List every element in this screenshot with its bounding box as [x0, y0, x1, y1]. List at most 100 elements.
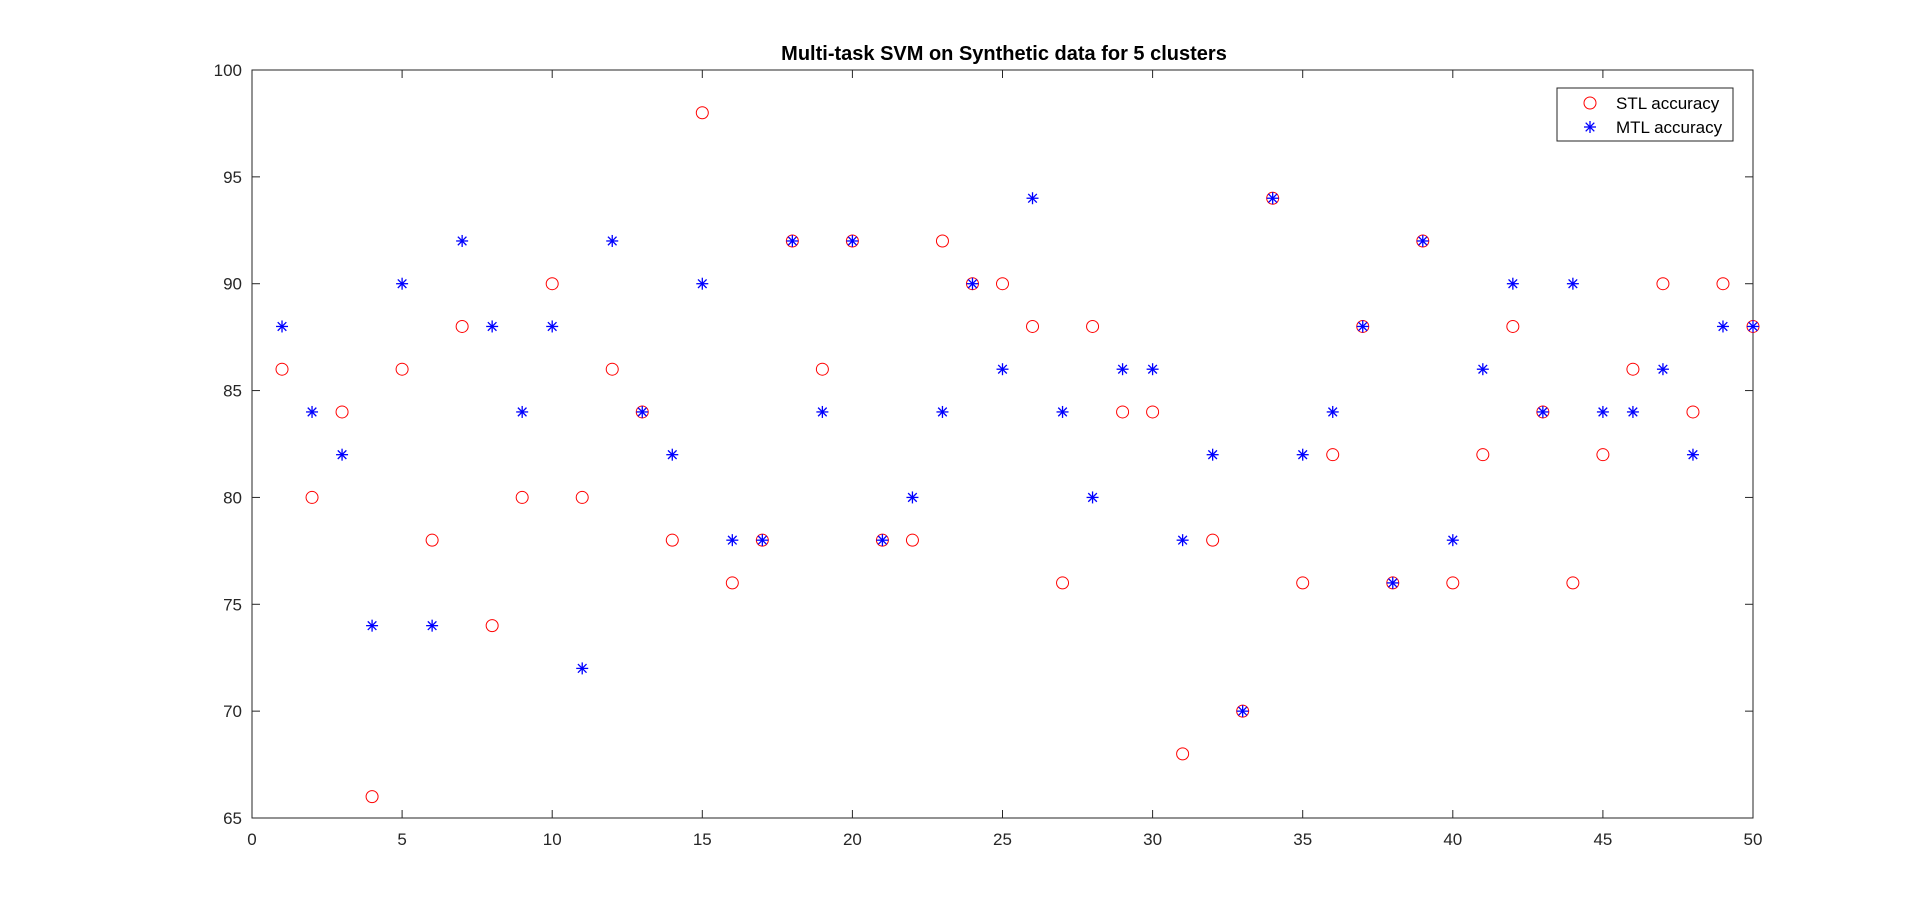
legend-marker-asterisk: [1584, 121, 1596, 133]
stl-point: [815, 362, 829, 376]
mtl-point: [1326, 405, 1339, 418]
mtl-point: [1506, 277, 1519, 290]
mtl-point: [1296, 448, 1309, 461]
mtl-point: [756, 534, 769, 547]
mtl-point: [366, 619, 379, 632]
mtl-point: [636, 405, 649, 418]
mtl-point: [1386, 576, 1399, 589]
stl-point: [395, 362, 409, 376]
mtl-point: [816, 405, 829, 418]
stl-point: [725, 576, 739, 590]
stl-point: [275, 362, 289, 376]
mtl-point: [486, 320, 499, 333]
mtl-point: [1236, 705, 1249, 718]
stl-point: [455, 319, 469, 333]
mtl-point: [1416, 234, 1429, 247]
mtl-point: [846, 234, 859, 247]
mtl-point: [1656, 363, 1669, 376]
mtl-point: [696, 277, 709, 290]
x-tick-label: 15: [693, 830, 712, 849]
y-tick-label: 90: [223, 275, 242, 294]
mtl-point: [426, 619, 439, 632]
stl-point: [695, 106, 709, 120]
mtl-point: [306, 405, 319, 418]
stl-point: [1206, 533, 1220, 547]
stl-point: [996, 277, 1009, 291]
stl-point: [935, 234, 949, 248]
legend-marker-circle: [1583, 96, 1597, 110]
mtl-point: [516, 405, 529, 418]
stl-point: [1086, 319, 1100, 333]
stl-point: [1056, 576, 1070, 590]
y-tick-label: 85: [223, 382, 242, 401]
mtl-point: [786, 234, 799, 247]
mtl-point: [1206, 448, 1219, 461]
y-tick-label: 80: [223, 488, 242, 507]
stl-point: [1296, 576, 1310, 590]
stl-point: [905, 533, 919, 547]
y-tick-label: 70: [223, 702, 242, 721]
stl-point: [1446, 576, 1460, 590]
mtl-point: [456, 234, 469, 247]
y-tick-label: 100: [214, 61, 242, 80]
y-tick-label: 95: [223, 168, 242, 187]
y-axis: 65 70 75 80 85 90 95 100: [214, 61, 1753, 828]
stl-point: [335, 405, 349, 419]
stl-point: [1716, 277, 1730, 291]
stl-point: [425, 533, 439, 547]
mtl-point: [996, 363, 1009, 376]
mtl-point: [546, 320, 559, 333]
legend-label: MTL accuracy: [1616, 118, 1723, 137]
x-tick-label: 50: [1744, 830, 1763, 849]
stl-point: [1596, 448, 1610, 462]
x-tick-label: 35: [1293, 830, 1312, 849]
stl-point: [1146, 405, 1160, 419]
mtl-point: [1566, 277, 1579, 290]
stl-point: [1626, 362, 1640, 376]
y-tick-label: 65: [223, 809, 242, 828]
stl-point: [1476, 448, 1490, 462]
x-tick-label: 0: [247, 830, 256, 849]
mtl-point: [666, 448, 679, 461]
stl-point: [1326, 448, 1340, 462]
mtl-point: [1116, 363, 1129, 376]
stl-point: [1656, 277, 1670, 291]
mtl-point: [336, 448, 349, 461]
mtl-point: [1536, 405, 1549, 418]
data-series: [275, 106, 1760, 804]
mtl-point: [276, 320, 289, 333]
stl-point: [1506, 319, 1520, 333]
stl-point: [485, 619, 499, 633]
mtl-point: [906, 491, 919, 504]
stl-point: [605, 362, 619, 376]
mtl-point: [1716, 320, 1729, 333]
stl-point: [575, 490, 589, 504]
mtl-point: [1266, 192, 1279, 205]
series-mtl: [276, 192, 1759, 718]
mtl-point: [606, 234, 619, 247]
x-tick-label: 20: [843, 830, 862, 849]
stl-point: [1566, 576, 1580, 590]
mtl-point: [1626, 405, 1639, 418]
y-tick-label: 75: [223, 595, 242, 614]
mtl-point: [1476, 363, 1489, 376]
chart-title: Multi-task SVM on Synthetic data for 5 c…: [781, 43, 1227, 65]
mtl-point: [1086, 491, 1099, 504]
mtl-point: [1356, 320, 1369, 333]
legend-box: [1556, 87, 1734, 142]
mtl-point: [876, 534, 889, 547]
legend: STL accuracy MTL accuracy: [1556, 87, 1734, 142]
mtl-point: [966, 277, 979, 290]
x-tick-label: 45: [1593, 830, 1612, 849]
stl-point: [365, 790, 379, 804]
stl-point: [1026, 319, 1040, 333]
legend-entry: MTL accuracy: [1584, 118, 1723, 137]
mtl-point: [1446, 534, 1459, 547]
mtl-point: [1596, 405, 1609, 418]
x-tick-label: 30: [1143, 830, 1162, 849]
stl-point: [1686, 405, 1700, 419]
mtl-point: [1747, 320, 1759, 333]
x-tick-label: 10: [543, 830, 562, 849]
stl-point: [515, 490, 529, 504]
